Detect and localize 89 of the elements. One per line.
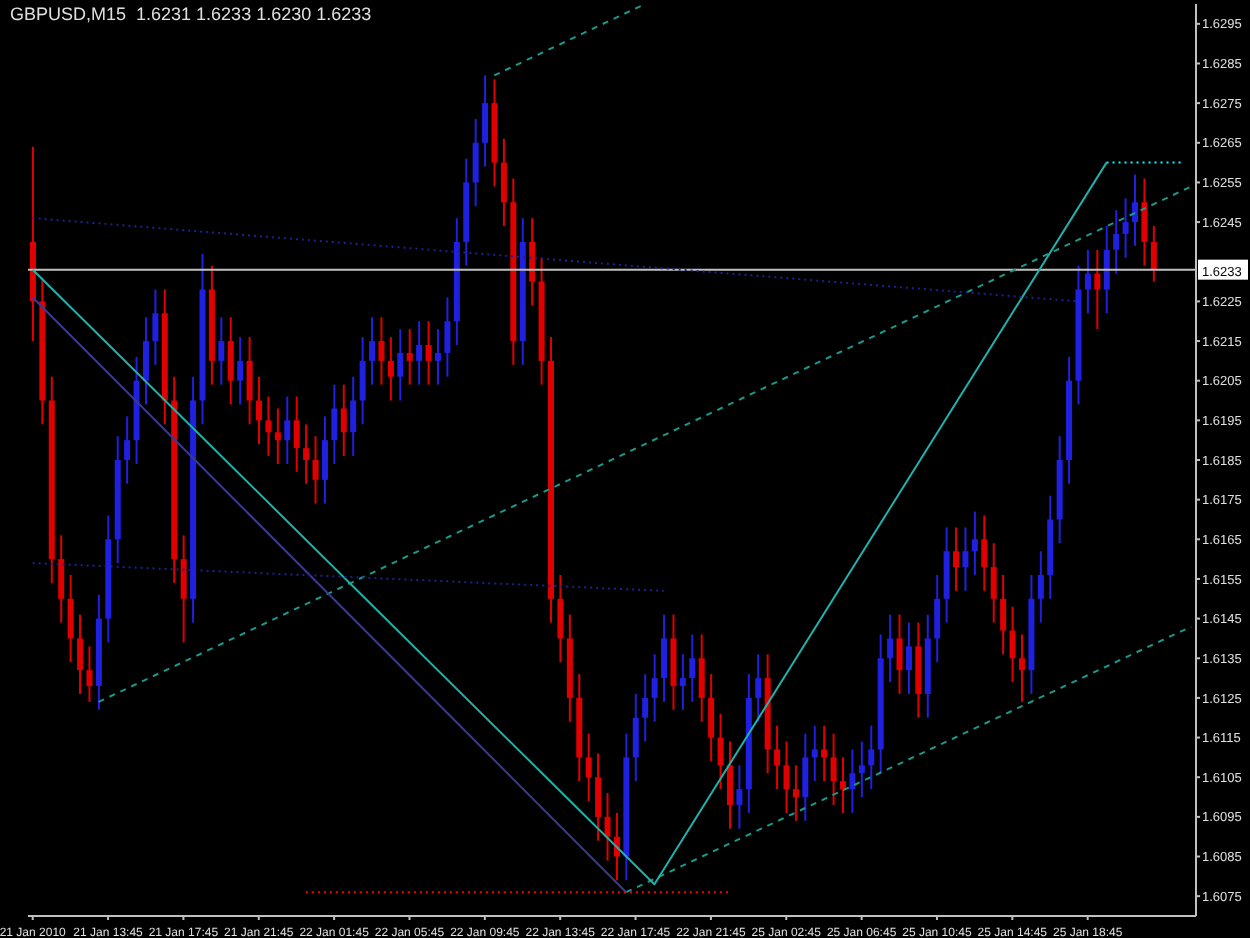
- candlestick: [651, 653, 658, 723]
- candlestick: [905, 621, 912, 695]
- chart-title: GBPUSD,M15 1.6231 1.6233 1.6230 1.6233: [10, 4, 372, 24]
- candlestick: [1084, 248, 1091, 315]
- candlestick: [726, 740, 733, 830]
- candlestick: [434, 328, 441, 386]
- candlestick: [406, 328, 413, 386]
- candlestick: [67, 573, 74, 664]
- candlestick: [350, 375, 357, 458]
- candlestick: [557, 573, 564, 664]
- candlestick: [604, 792, 611, 862]
- candlestick: [312, 435, 319, 505]
- candlestick: [962, 526, 969, 592]
- candlestick: [142, 316, 149, 406]
- candlestick: [1103, 225, 1110, 315]
- candlestick: [472, 117, 479, 208]
- candlestick: [359, 336, 366, 426]
- candlestick: [953, 526, 960, 592]
- candlestick: [821, 724, 828, 783]
- candlestick: [284, 395, 291, 465]
- candlestick: [736, 764, 743, 830]
- candlestick: [237, 336, 244, 406]
- candlestick: [1150, 225, 1157, 283]
- candlestick: [934, 573, 941, 664]
- candlestick: [86, 645, 93, 703]
- candlestick: [77, 613, 84, 695]
- candlestick: [416, 320, 423, 386]
- candlestick: [369, 316, 376, 386]
- candlestick: [1113, 209, 1120, 275]
- candlestick: [397, 328, 404, 402]
- candlestick: [378, 316, 385, 386]
- candlestick: [792, 764, 799, 822]
- candlestick: [595, 752, 602, 842]
- candlestick: [632, 692, 639, 783]
- candlestick: [500, 137, 507, 228]
- candlestick: [887, 613, 894, 684]
- candlestick: [246, 336, 253, 426]
- candlestick: [1009, 605, 1016, 684]
- candlestick: [1000, 573, 1007, 656]
- candlestick: [915, 621, 922, 719]
- candlestick: [256, 375, 263, 446]
- candlestick: [1122, 197, 1129, 259]
- candlestick: [783, 740, 790, 814]
- candlestick: [896, 613, 903, 695]
- candlestick: [482, 74, 489, 168]
- candlestick: [717, 712, 724, 791]
- candlestick: [227, 316, 234, 406]
- candlestick: [689, 633, 696, 703]
- candlestick: [830, 732, 837, 806]
- candlestick: [971, 510, 978, 576]
- candlestick: [340, 383, 347, 458]
- candlestick: [1018, 633, 1025, 703]
- candlestick: [529, 217, 536, 307]
- candlestick: [802, 732, 809, 822]
- candlestick: [1094, 248, 1101, 331]
- candlestick: [670, 613, 677, 711]
- candlestick: [698, 633, 705, 723]
- candlestick: [265, 395, 272, 458]
- candlestick: [661, 613, 668, 703]
- candlestick: [321, 415, 328, 505]
- candlestick: [981, 514, 988, 592]
- candlestick: [943, 526, 950, 624]
- candlestick: [585, 732, 592, 803]
- candlestick: [840, 756, 847, 814]
- candlestick: [990, 542, 997, 624]
- candlestick: [708, 673, 715, 763]
- candlestick: [858, 740, 865, 799]
- candlestick: [124, 415, 131, 485]
- candlestick: [58, 534, 65, 624]
- candlestick: [1132, 173, 1139, 247]
- candlestick: [303, 423, 310, 485]
- candlestick: [849, 748, 856, 814]
- candlestick: [293, 395, 300, 473]
- candlestick: [1141, 177, 1148, 267]
- candlestick: [218, 316, 225, 386]
- candlestick: [444, 296, 451, 378]
- candlestick: [1037, 550, 1044, 624]
- candlestick: [274, 407, 281, 465]
- candlestick: [679, 653, 686, 711]
- candlestick: [868, 724, 875, 791]
- candlestick: [331, 383, 338, 465]
- candlestick: [152, 288, 159, 366]
- candlestick: [180, 534, 187, 644]
- candlestick: [755, 653, 762, 723]
- candlestick: [642, 673, 649, 743]
- candlestick: [774, 724, 781, 791]
- candlestick: [425, 320, 432, 386]
- candlestick: [387, 336, 394, 402]
- candlestick: [811, 724, 818, 783]
